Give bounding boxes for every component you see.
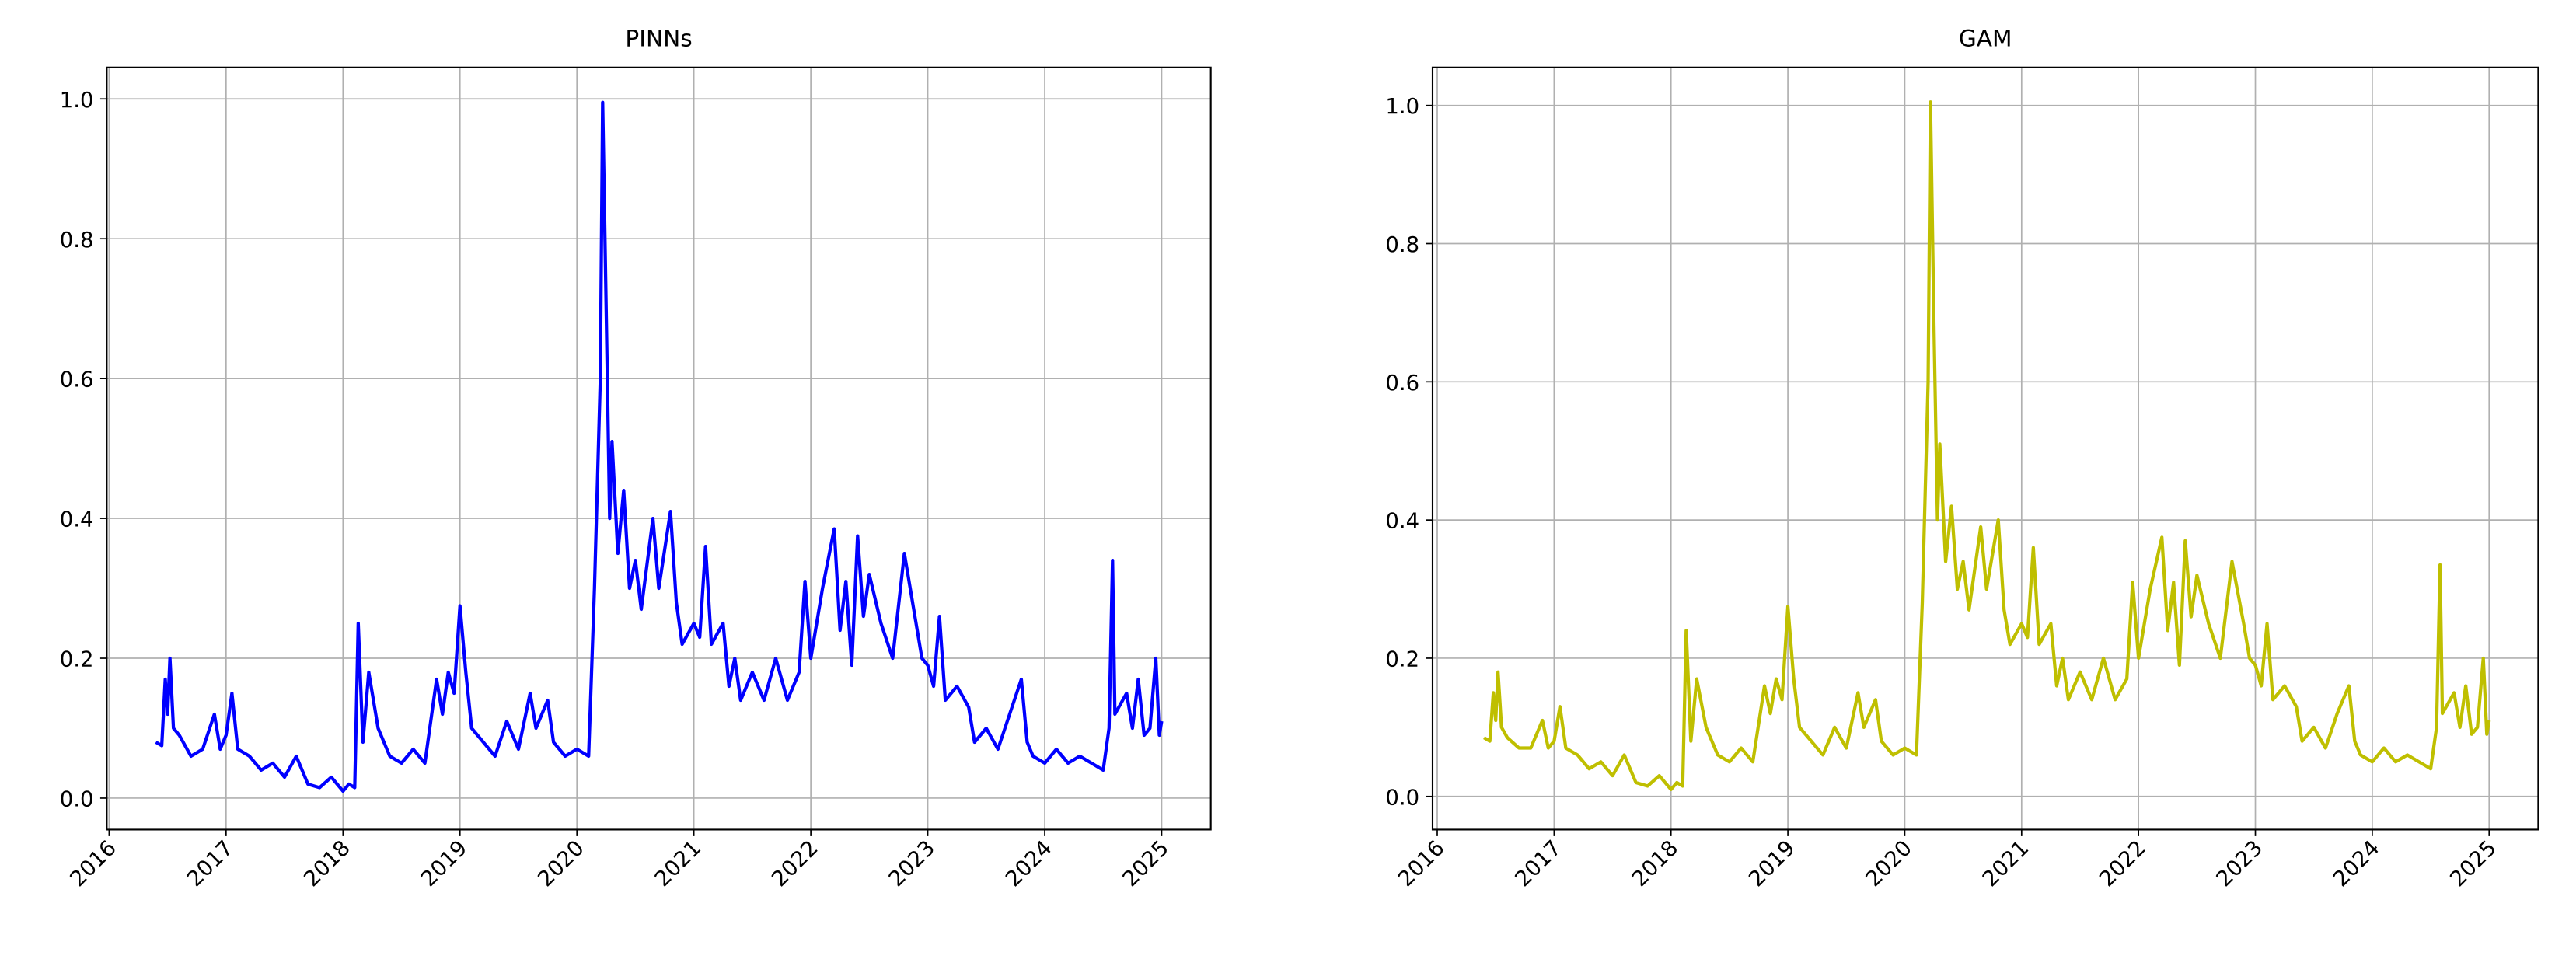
x-tick-label: 2025: [1119, 836, 1174, 891]
y-tick-label: 0.0: [1385, 786, 1419, 810]
x-tick-label: 2024: [1001, 836, 1056, 891]
x-tick-label: 2022: [767, 836, 822, 891]
x-tick-label: 2016: [66, 836, 121, 891]
x-tick-label: 2021: [1978, 836, 2033, 891]
y-tick-label: 0.0: [60, 788, 94, 812]
data-line: [1483, 100, 2491, 791]
x-tick-label: 2022: [2095, 836, 2150, 891]
data-line: [155, 100, 1164, 793]
x-tick-label: 2019: [417, 836, 472, 891]
x-tick-label: 2023: [2212, 836, 2267, 891]
y-tick-label: 0.8: [1385, 233, 1419, 257]
x-tick-label: 2020: [533, 836, 588, 891]
x-tick-label: 2024: [2329, 836, 2384, 891]
y-tick-label: 0.2: [60, 648, 94, 672]
y-tick-label: 1.0: [1385, 95, 1419, 119]
x-tick-label: 2018: [299, 836, 354, 891]
y-tick-label: 1.0: [60, 89, 94, 113]
x-tick-label: 2017: [183, 836, 238, 891]
x-tick-label: 2023: [885, 836, 940, 891]
y-tick-label: 0.8: [60, 228, 94, 253]
x-tick-label: 2018: [1628, 836, 1683, 891]
x-tick-label: 2021: [651, 836, 706, 891]
axes-frame: [106, 66, 1212, 831]
y-tick-label: 0.6: [60, 368, 94, 392]
chart-title: PINNs: [625, 25, 692, 51]
y-tick-label: 0.2: [1385, 648, 1419, 672]
axes-frame: [1431, 66, 2539, 831]
y-tick-label: 0.4: [60, 508, 94, 532]
x-tick-label: 2020: [1862, 836, 1917, 891]
x-tick-label: 2017: [1511, 836, 1566, 891]
x-tick-label: 2019: [1744, 836, 1799, 891]
x-tick-label: 2025: [2445, 836, 2501, 891]
chart-title: GAM: [1959, 25, 2012, 51]
y-tick-label: 0.4: [1385, 510, 1419, 534]
x-tick-label: 2016: [1394, 836, 1449, 891]
y-tick-label: 0.6: [1385, 371, 1419, 396]
